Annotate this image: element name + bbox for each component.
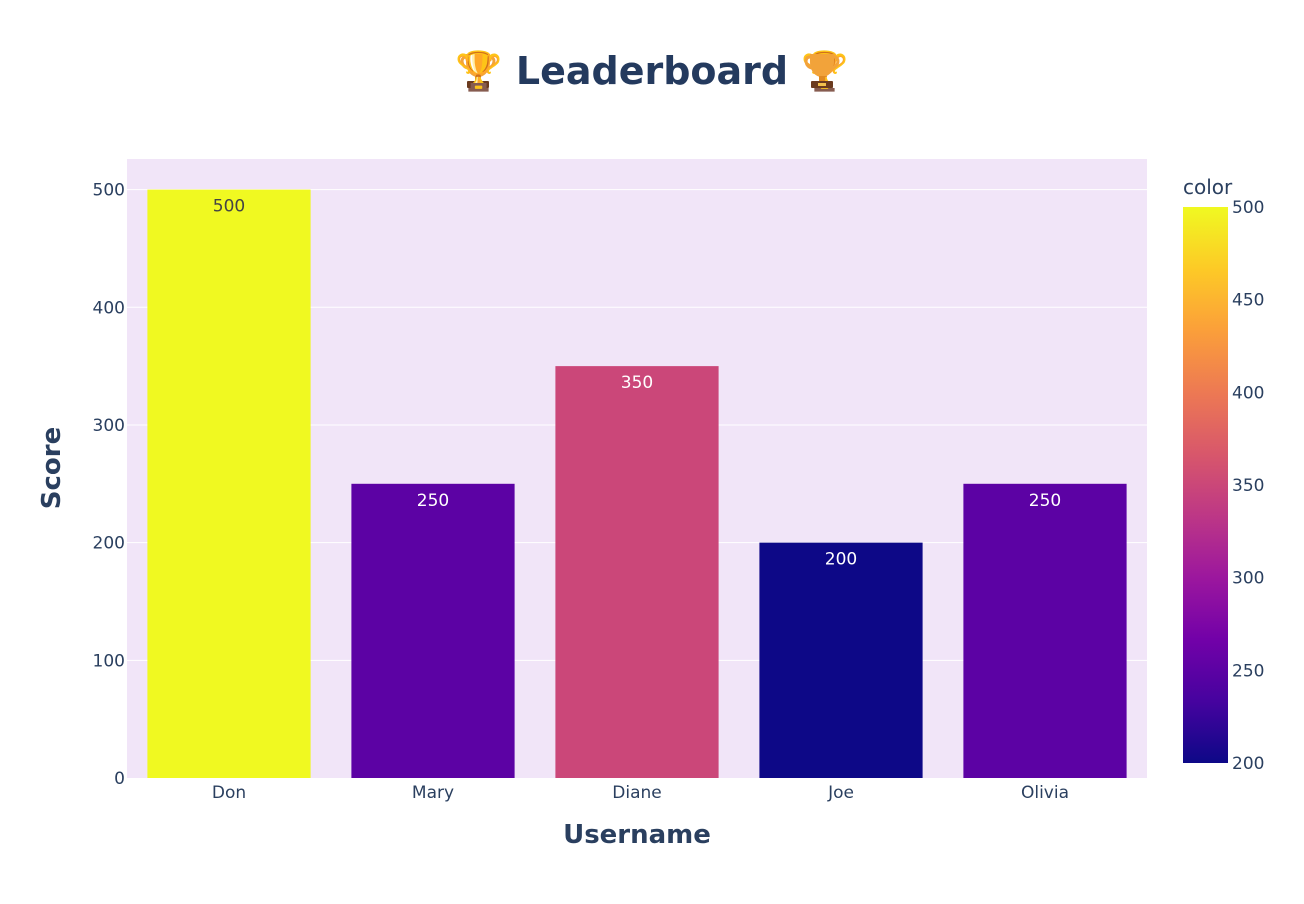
y-tick-label: 300 — [93, 416, 125, 436]
y-axis-ticks: 0 100 200 300 400 500 — [93, 181, 125, 789]
bar-data-label: 500 — [213, 197, 245, 217]
bar-don[interactable] — [147, 189, 311, 779]
bars: 500 250 350 200 250 — [147, 189, 1127, 779]
colorbar-tick-label: 300 — [1232, 569, 1264, 589]
x-tick-label: Diane — [612, 783, 661, 803]
bar-data-label: 250 — [417, 491, 449, 511]
y-tick-label: 500 — [93, 181, 125, 201]
bar-diane[interactable] — [555, 366, 719, 778]
colorbar-tick-label: 200 — [1232, 754, 1264, 774]
colorbar-tick-label: 250 — [1232, 661, 1264, 681]
bar-data-label: 350 — [621, 373, 653, 393]
colorbar-tick-label: 350 — [1232, 476, 1264, 496]
x-tick-label: Olivia — [1021, 783, 1069, 803]
x-tick-label: Mary — [412, 783, 454, 803]
bar-data-label: 250 — [1029, 491, 1061, 511]
chart-title-group: 🏆 Leaderboard 🏆 — [455, 49, 848, 93]
colorbar-gradient — [1183, 207, 1228, 763]
colorbar-ticks: 200 250 300 350 400 450 500 — [1232, 198, 1264, 774]
x-tick-label: Don — [212, 783, 246, 803]
x-axis-ticks: Don Mary Diane Joe Olivia — [212, 783, 1069, 803]
chart-title: 🏆 Leaderboard 🏆 — [455, 49, 848, 93]
bar-joe[interactable] — [759, 542, 923, 778]
y-tick-label: 200 — [93, 534, 125, 554]
bar-data-label: 200 — [825, 550, 857, 570]
colorbar-title: color — [1183, 175, 1233, 199]
bar-mary[interactable] — [351, 483, 515, 778]
bar-olivia[interactable] — [963, 483, 1127, 778]
colorbar-tick-label: 400 — [1232, 383, 1264, 403]
y-tick-label: 100 — [93, 651, 125, 671]
colorbar-tick-label: 500 — [1232, 198, 1264, 218]
colorbar-tick-label: 450 — [1232, 291, 1264, 311]
x-axis-title: Username — [563, 820, 711, 850]
y-tick-label: 400 — [93, 298, 125, 318]
x-tick-label: Joe — [827, 783, 854, 803]
trophy-icon-left — [460, 54, 496, 88]
colorbar: color 200 250 300 350 400 450 500 — [1183, 175, 1264, 774]
y-axis-title: Score — [37, 427, 67, 509]
y-tick-label: 0 — [114, 769, 125, 789]
trophy-icon-right — [804, 54, 840, 88]
